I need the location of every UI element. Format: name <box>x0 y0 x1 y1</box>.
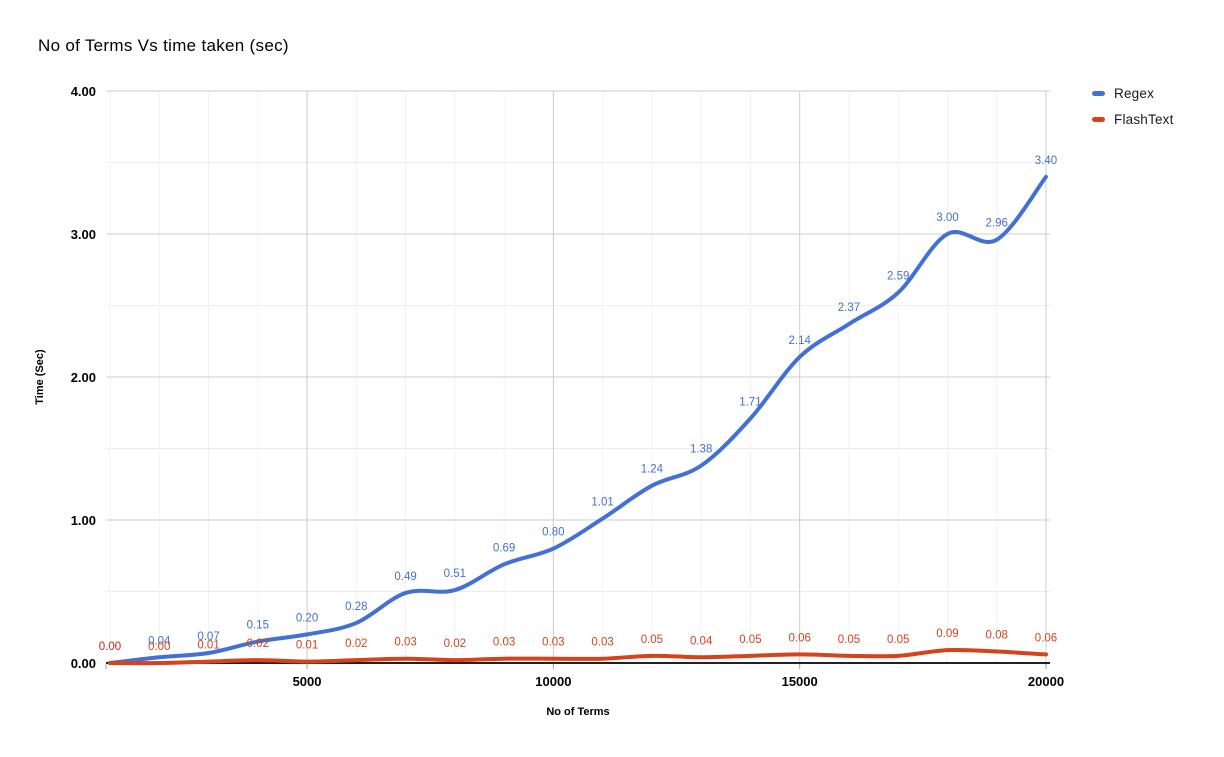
regex-data-label: 2.37 <box>838 302 860 314</box>
flashtext-data-label: 0.08 <box>986 630 1008 642</box>
flashtext-data-label: 0.02 <box>247 638 269 650</box>
flashtext-data-label: 0.03 <box>493 637 515 649</box>
regex-data-label: 0.80 <box>542 527 564 539</box>
regex-data-label: 0.28 <box>345 601 367 613</box>
flashtext-data-label: 0.05 <box>739 634 761 646</box>
flashtext-data-label: 0.00 <box>99 641 121 653</box>
regex-data-label: 2.96 <box>986 218 1008 230</box>
flashtext-data-label: 0.00 <box>148 641 170 653</box>
flashtext-data-label: 0.03 <box>542 637 564 649</box>
regex-data-label: 0.04 <box>148 635 171 647</box>
x-tick-label: 5000 <box>293 674 322 689</box>
y-tick-label: 1.00 <box>71 513 96 528</box>
flashtext-data-label: 0.03 <box>591 637 613 649</box>
regex-data-label: 2.59 <box>887 271 909 283</box>
x-axis-title: No of Terms <box>546 706 610 718</box>
regex-line <box>108 174 1048 665</box>
flashtext-data-label: 0.06 <box>788 632 810 644</box>
chart-title: No of Terms Vs time taken (sec) <box>38 36 289 55</box>
flashtext-data-label: 0.03 <box>394 637 416 649</box>
regex-data-label: 0.00 <box>99 641 121 653</box>
regex-data-label: 2.14 <box>788 335 811 347</box>
flashtext-data-label: 0.09 <box>936 628 958 640</box>
legend: Regex FlashText <box>1092 86 1174 138</box>
flashtext-data-label: 0.05 <box>641 634 663 646</box>
flashtext-data-label: 0.04 <box>690 635 713 647</box>
regex-data-label: 1.01 <box>591 497 613 509</box>
flashtext-data-label: 0.02 <box>444 638 466 650</box>
regex-data-label: 0.15 <box>247 620 269 632</box>
flashtext-data-label: 0.06 <box>1035 632 1057 644</box>
legend-item-regex: Regex <box>1092 86 1174 101</box>
flashtext-data-label: 0.01 <box>197 640 219 652</box>
flashtext-data-label: 0.01 <box>296 640 318 652</box>
x-tick-label: 20000 <box>1028 674 1064 689</box>
y-tick-label: 0.00 <box>71 656 96 671</box>
y-axis-title: Time (Sec) <box>34 349 46 405</box>
regex-data-label: 0.07 <box>197 631 219 643</box>
regex-data-label: 1.38 <box>690 444 712 456</box>
legend-label-regex: Regex <box>1114 86 1155 101</box>
regex-swatch-icon <box>1092 91 1105 96</box>
flashtext-swatch-icon <box>1092 117 1105 122</box>
flashtext-data-label: 0.05 <box>887 634 909 646</box>
flashtext-line <box>108 647 1048 666</box>
regex-data-label: 0.49 <box>394 571 416 583</box>
regex-data-label: 0.20 <box>296 612 318 624</box>
y-tick-label: 2.00 <box>71 370 96 385</box>
regex-data-label: 3.00 <box>936 212 958 224</box>
regex-data-label: 0.69 <box>493 542 515 554</box>
flashtext-data-label: 0.05 <box>838 634 860 646</box>
regex-data-label: 1.24 <box>641 464 664 476</box>
legend-item-flashtext: FlashText <box>1092 112 1174 127</box>
y-tick-label: 4.00 <box>71 84 96 99</box>
regex-data-label: 3.40 <box>1035 155 1057 167</box>
x-tick-label: 10000 <box>535 674 571 689</box>
y-tick-label: 3.00 <box>71 227 96 242</box>
flashtext-data-label: 0.02 <box>345 638 367 650</box>
regex-data-label: 1.71 <box>739 396 761 408</box>
regex-data-label: 0.51 <box>444 568 466 580</box>
legend-label-flashtext: FlashText <box>1114 112 1174 127</box>
x-tick-label: 15000 <box>782 674 818 689</box>
